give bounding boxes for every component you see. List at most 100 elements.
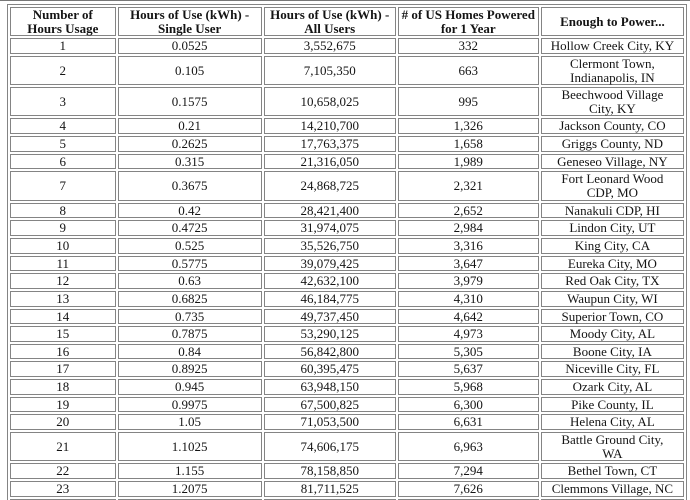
cell-enough-to-power: Pike County, IL: [540, 396, 684, 413]
cell-enough-to-power: Ozark City, AL: [540, 379, 684, 395]
cell-kwh-all-users: 42,632,100: [263, 273, 396, 289]
cell-homes-powered: 5,637: [397, 361, 539, 378]
cell-kwh-all-users: 31,974,075: [263, 220, 396, 236]
cell-homes-powered: 1,658: [397, 136, 539, 152]
cell-enough-to-power: Red Oak City, TX: [540, 273, 684, 289]
cell-kwh-all-users: 21,316,050: [263, 153, 396, 170]
cell-hours-usage: 14: [10, 308, 116, 325]
cell-enough-to-power: Boone City, IA: [540, 343, 684, 360]
cell-kwh-all-users: 14,210,700: [263, 118, 396, 135]
cell-kwh-single-user: 0.735: [117, 308, 262, 325]
column-header: Hours of Use (kWh) - Single User: [117, 7, 262, 37]
cell-kwh-single-user: 0.42: [117, 202, 262, 219]
table-head: Number of Hours Usage Hours of Use (kWh) …: [10, 7, 684, 37]
cell-hours-usage: 2: [10, 55, 116, 86]
cell-kwh-single-user: 0.945: [117, 379, 262, 395]
column-header: Enough to Power...: [540, 7, 684, 37]
cell-hours-usage: 15: [10, 326, 116, 342]
table-row: 13 0.6825 46,184,775 4,310 Waupun City, …: [10, 290, 684, 307]
table-row: 10 0.525 35,526,750 3,316 King City, CA: [10, 237, 684, 254]
cell-enough-to-power: Niceville City, FL: [540, 361, 684, 378]
cell-kwh-single-user: 0.9975: [117, 396, 262, 413]
cell-enough-to-power: Battle Ground City, WA: [540, 432, 684, 462]
top-divider: [0, 0, 690, 1]
table-row: 4 0.21 14,210,700 1,326 Jackson County, …: [10, 118, 684, 135]
cell-homes-powered: 7,626: [397, 480, 539, 497]
cell-kwh-all-users: 39,079,425: [263, 255, 396, 272]
cell-enough-to-power: Hollow Creek City, KY: [540, 38, 684, 54]
cell-homes-powered: 2,652: [397, 202, 539, 219]
cell-kwh-single-user: 0.8925: [117, 361, 262, 378]
cell-homes-powered: 2,321: [397, 171, 539, 201]
cell-hours-usage: 12: [10, 273, 116, 289]
table-row: 12 0.63 42,632,100 3,979 Red Oak City, T…: [10, 273, 684, 289]
cell-kwh-single-user: 0.3675: [117, 171, 262, 201]
cell-kwh-all-users: 24,868,725: [263, 171, 396, 201]
cell-kwh-single-user: 0.315: [117, 153, 262, 170]
cell-hours-usage: 21: [10, 432, 116, 462]
cell-enough-to-power: King City, CA: [540, 237, 684, 254]
cell-kwh-all-users: 60,395,475: [263, 361, 396, 378]
cell-enough-to-power: Geneseo Village, NY: [540, 153, 684, 170]
cell-kwh-single-user: 0.5775: [117, 255, 262, 272]
table-row: 19 0.9975 67,500,825 6,300 Pike County, …: [10, 396, 684, 413]
cell-homes-powered: 5,968: [397, 379, 539, 395]
cell-kwh-all-users: 81,711,525: [263, 480, 396, 497]
table-row: 16 0.84 56,842,800 5,305 Boone City, IA: [10, 343, 684, 360]
cell-kwh-all-users: 35,526,750: [263, 237, 396, 254]
table-row: 14 0.735 49,737,450 4,642 Superior Town,…: [10, 308, 684, 325]
table-row: 22 1.155 78,158,850 7,294 Bethel Town, C…: [10, 463, 684, 479]
cell-kwh-all-users: 10,658,025: [263, 87, 396, 117]
cell-homes-powered: 4,642: [397, 308, 539, 325]
cell-kwh-all-users: 49,737,450: [263, 308, 396, 325]
cell-enough-to-power: Waupun City, WI: [540, 290, 684, 307]
cell-kwh-all-users: 28,421,400: [263, 202, 396, 219]
cell-enough-to-power: Lindon City, UT: [540, 220, 684, 236]
cell-kwh-single-user: 1.1025: [117, 432, 262, 462]
cell-hours-usage: 13: [10, 290, 116, 307]
column-header: Number of Hours Usage: [10, 7, 116, 37]
cell-enough-to-power: Moody City, AL: [540, 326, 684, 342]
cell-homes-powered: 5,305: [397, 343, 539, 360]
cell-homes-powered: 3,647: [397, 255, 539, 272]
cell-kwh-all-users: 56,842,800: [263, 343, 396, 360]
table-row: 5 0.2625 17,763,375 1,658 Griggs County,…: [10, 136, 684, 152]
cell-hours-usage: 23: [10, 480, 116, 497]
cell-hours-usage: 7: [10, 171, 116, 201]
table-row: 20 1.05 71,053,500 6,631 Helena City, AL: [10, 414, 684, 431]
table-row: 7 0.3675 24,868,725 2,321 Fort Leonard W…: [10, 171, 684, 201]
cell-kwh-all-users: 3,552,675: [263, 38, 396, 54]
table-row: 8 0.42 28,421,400 2,652 Nanakuli CDP, HI: [10, 202, 684, 219]
cell-homes-powered: 1,326: [397, 118, 539, 135]
table-body: 1 0.0525 3,552,675 332 Hollow Creek City…: [10, 38, 684, 500]
cell-kwh-single-user: 1.2075: [117, 480, 262, 497]
cell-kwh-single-user: 1.05: [117, 414, 262, 431]
table-row: 18 0.945 63,948,150 5,968 Ozark City, AL: [10, 379, 684, 395]
cell-hours-usage: 19: [10, 396, 116, 413]
cell-hours-usage: 17: [10, 361, 116, 378]
cell-kwh-all-users: 78,158,850: [263, 463, 396, 479]
cell-homes-powered: 1,989: [397, 153, 539, 170]
table-row: 2 0.105 7,105,350 663 Clermont Town, Ind…: [10, 55, 684, 86]
cell-kwh-all-users: 7,105,350: [263, 55, 396, 86]
cell-kwh-all-users: 53,290,125: [263, 326, 396, 342]
table-row: 11 0.5775 39,079,425 3,647 Eureka City, …: [10, 255, 684, 272]
cell-homes-powered: 7,294: [397, 463, 539, 479]
table-row: 15 0.7875 53,290,125 4,973 Moody City, A…: [10, 326, 684, 342]
cell-hours-usage: 16: [10, 343, 116, 360]
cell-kwh-single-user: 0.1575: [117, 87, 262, 117]
cell-kwh-single-user: 0.105: [117, 55, 262, 86]
cell-kwh-all-users: 71,053,500: [263, 414, 396, 431]
cell-hours-usage: 20: [10, 414, 116, 431]
cell-enough-to-power: Eureka City, MO: [540, 255, 684, 272]
header-row: Number of Hours Usage Hours of Use (kWh) …: [10, 7, 684, 37]
cell-hours-usage: 9: [10, 220, 116, 236]
cell-enough-to-power: Fort Leonard Wood CDP, MO: [540, 171, 684, 201]
cell-hours-usage: 6: [10, 153, 116, 170]
cell-hours-usage: 11: [10, 255, 116, 272]
cell-kwh-all-users: 63,948,150: [263, 379, 396, 395]
cell-kwh-single-user: 0.0525: [117, 38, 262, 54]
cell-homes-powered: 4,973: [397, 326, 539, 342]
cell-enough-to-power: Griggs County, ND: [540, 136, 684, 152]
cell-kwh-single-user: 0.525: [117, 237, 262, 254]
